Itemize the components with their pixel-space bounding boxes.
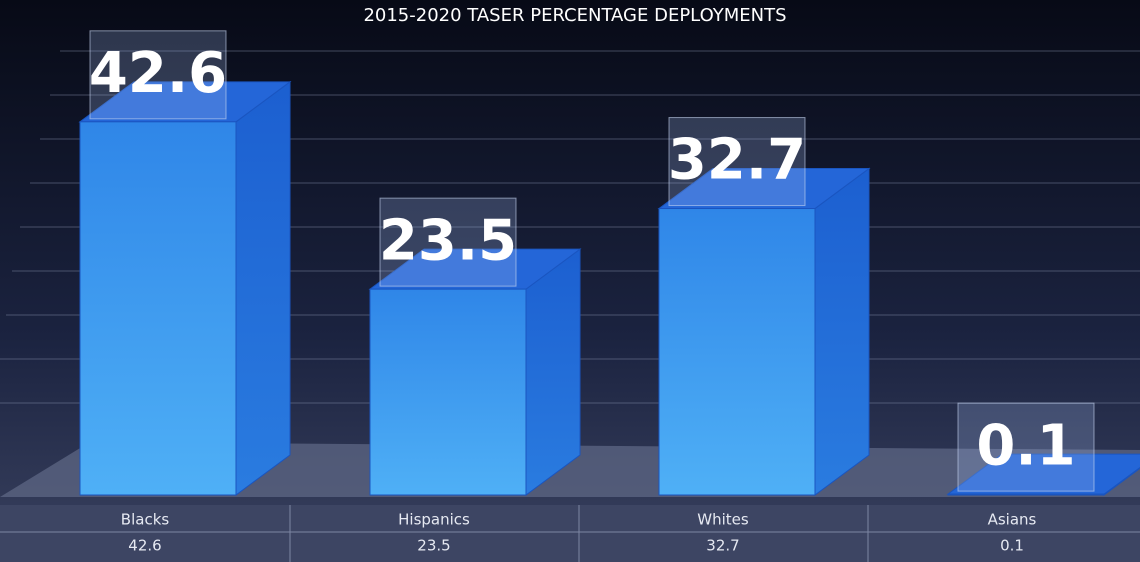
- data-label-box: [957, 402, 1095, 492]
- bar: [658, 208, 816, 496]
- data-label: 42.6: [89, 41, 227, 106]
- table-value: 23.5: [417, 537, 450, 555]
- table-value: 42.6: [128, 537, 161, 555]
- bar: [369, 288, 527, 496]
- data-label-box: [89, 30, 227, 120]
- data-label: 0.1: [976, 413, 1075, 478]
- x-tick-label: Blacks: [121, 511, 170, 529]
- bar-side: [235, 80, 291, 496]
- data-label-box: [668, 117, 806, 207]
- bar-side: [525, 248, 581, 496]
- bar: [947, 493, 1105, 496]
- data-table: [0, 505, 1140, 562]
- bar: [79, 121, 237, 496]
- data-label: 23.5: [379, 208, 517, 273]
- table-value: 32.7: [706, 537, 739, 555]
- x-tick-label: Hispanics: [398, 511, 470, 529]
- data-label-box: [379, 197, 517, 287]
- bar-side: [814, 167, 870, 496]
- data-label: 32.7: [668, 128, 806, 193]
- x-tick-label: Whites: [697, 511, 749, 529]
- chart-title: 2015-2020 TASER PERCENTAGE DEPLOYMENTS: [363, 5, 786, 26]
- x-tick-label: Asians: [988, 511, 1037, 529]
- table-value: 0.1: [1000, 537, 1024, 555]
